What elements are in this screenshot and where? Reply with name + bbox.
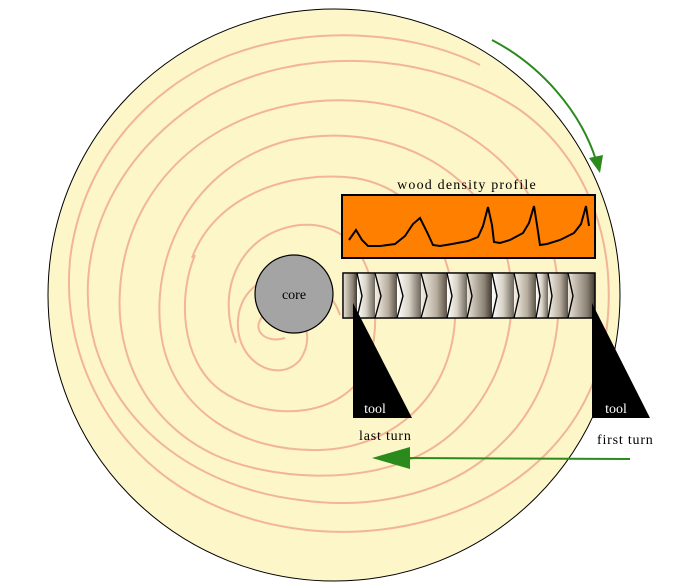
curved-arrow-head (589, 155, 603, 173)
tool-left-label: tool (364, 402, 386, 417)
tool-right-icon (592, 303, 650, 418)
wood-disc (47, 8, 621, 582)
left-arrow-icon (404, 457, 631, 460)
curved-arrow-icon (491, 39, 597, 161)
left-arrow-head (372, 447, 410, 469)
core-sample-strip (342, 272, 596, 319)
core-circle (254, 254, 334, 334)
core-label: core (282, 288, 306, 303)
tool-left-icon (353, 303, 412, 418)
density-profile-curve (348, 205, 590, 248)
last-turn-label: last turn (359, 429, 412, 444)
first-turn-label: first turn (597, 433, 654, 448)
profile-title: wood density profile (397, 178, 537, 193)
density-profile-box (341, 194, 596, 259)
tool-right-label: tool (605, 402, 627, 417)
